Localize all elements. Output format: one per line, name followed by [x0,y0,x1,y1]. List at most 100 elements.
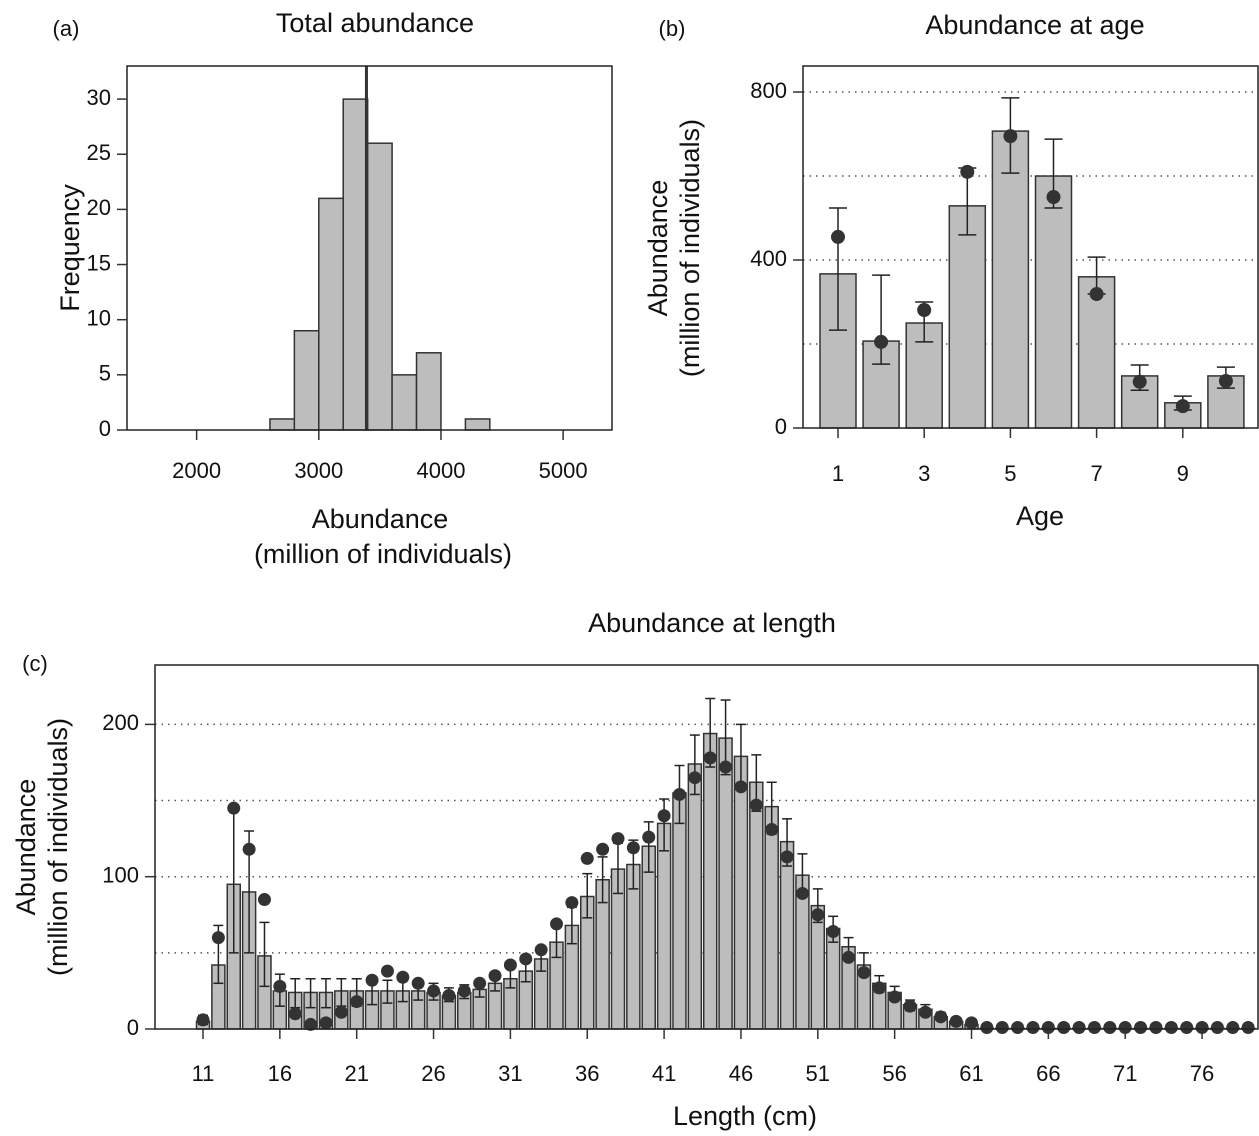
point [1087,1020,1101,1034]
point [965,1016,978,1030]
x-tick-label: 5000 [539,458,588,483]
point [1046,190,1061,205]
point [749,798,763,812]
point [611,832,625,846]
point [826,925,840,939]
point [1218,373,1233,388]
x-tick-label: 3 [918,461,930,486]
x-tick-label: 31 [498,1061,522,1086]
point [1132,374,1147,389]
bar [269,418,296,431]
point [1026,1020,1040,1034]
y-tick-label: 5 [99,361,111,386]
point [365,973,379,987]
point [1164,1020,1178,1034]
bar [991,130,1030,429]
y-tick-label: 30 [87,85,111,110]
x-tick-label: 76 [1190,1061,1214,1086]
plot-frame [802,65,1259,429]
chart-title: Abundance at length [588,608,836,638]
point [918,1005,932,1019]
bar [672,792,687,1030]
x-tick-label: 61 [959,1061,983,1086]
bar [825,927,841,1030]
point [811,908,825,922]
bar [1034,175,1073,429]
y-tick-label: 0 [99,416,111,441]
plot-frame [154,664,1259,1030]
point [874,334,889,349]
point [350,995,364,1009]
y-tick-label: 200 [102,710,139,735]
x-tick-label: 16 [268,1061,292,1086]
point [519,952,533,966]
x-tick-label: 41 [652,1061,676,1086]
y-tick-label: 400 [750,246,787,271]
x-tick-label: 3000 [294,458,343,483]
point [1241,1020,1255,1034]
panel-label: (a) [53,16,80,41]
x-tick-label: 46 [729,1061,753,1086]
chart-title: Abundance at age [925,10,1144,40]
panel-label: (c) [22,651,48,676]
point [242,842,256,856]
y-tick-label: 25 [87,140,111,165]
point [1134,1020,1148,1034]
point [596,842,610,856]
point [995,1020,1009,1034]
bar [749,781,764,1030]
bar [391,374,418,431]
point [949,1014,963,1028]
bar [318,197,344,431]
bar [464,418,491,431]
x-tick-label: 21 [344,1061,368,1086]
y-tick-label: 0 [127,1015,139,1040]
point [642,830,656,844]
y-tick-label: 10 [87,306,111,331]
point [565,896,579,910]
point [872,981,886,995]
y-tick-label: 100 [102,863,139,888]
point [273,979,287,993]
point [1089,287,1104,302]
point [1175,399,1190,414]
x-axis-label: (million of individuals) [254,539,512,569]
bar [641,845,656,1030]
point [842,950,856,964]
x-axis-label: Age [1016,501,1064,531]
bar [415,352,442,431]
bar [687,763,703,1030]
bar [1077,276,1116,429]
point [857,966,871,980]
bar [366,142,393,431]
point [672,787,686,801]
point [1011,1020,1025,1034]
y-axis-label: Abundance [11,779,41,916]
point [304,1017,318,1031]
point [960,164,975,179]
x-tick-label: 4000 [416,458,465,483]
point [1226,1020,1240,1034]
point [1118,1020,1132,1034]
point [765,822,779,836]
y-axis-label: (million of individuals) [43,718,73,976]
point [903,999,917,1013]
point [196,1013,210,1027]
point [626,841,640,855]
point [396,970,410,984]
point [288,1007,302,1021]
point [934,1010,948,1024]
y-tick-label: 0 [775,414,787,439]
x-tick-label: 51 [806,1061,830,1086]
bar [810,904,826,1030]
point [550,917,564,931]
y-tick-label: 15 [87,250,111,275]
point [657,809,671,823]
point [334,1005,348,1019]
point [488,969,502,983]
point [380,964,394,978]
x-tick-label: 5 [1004,461,1016,486]
point [580,851,594,865]
